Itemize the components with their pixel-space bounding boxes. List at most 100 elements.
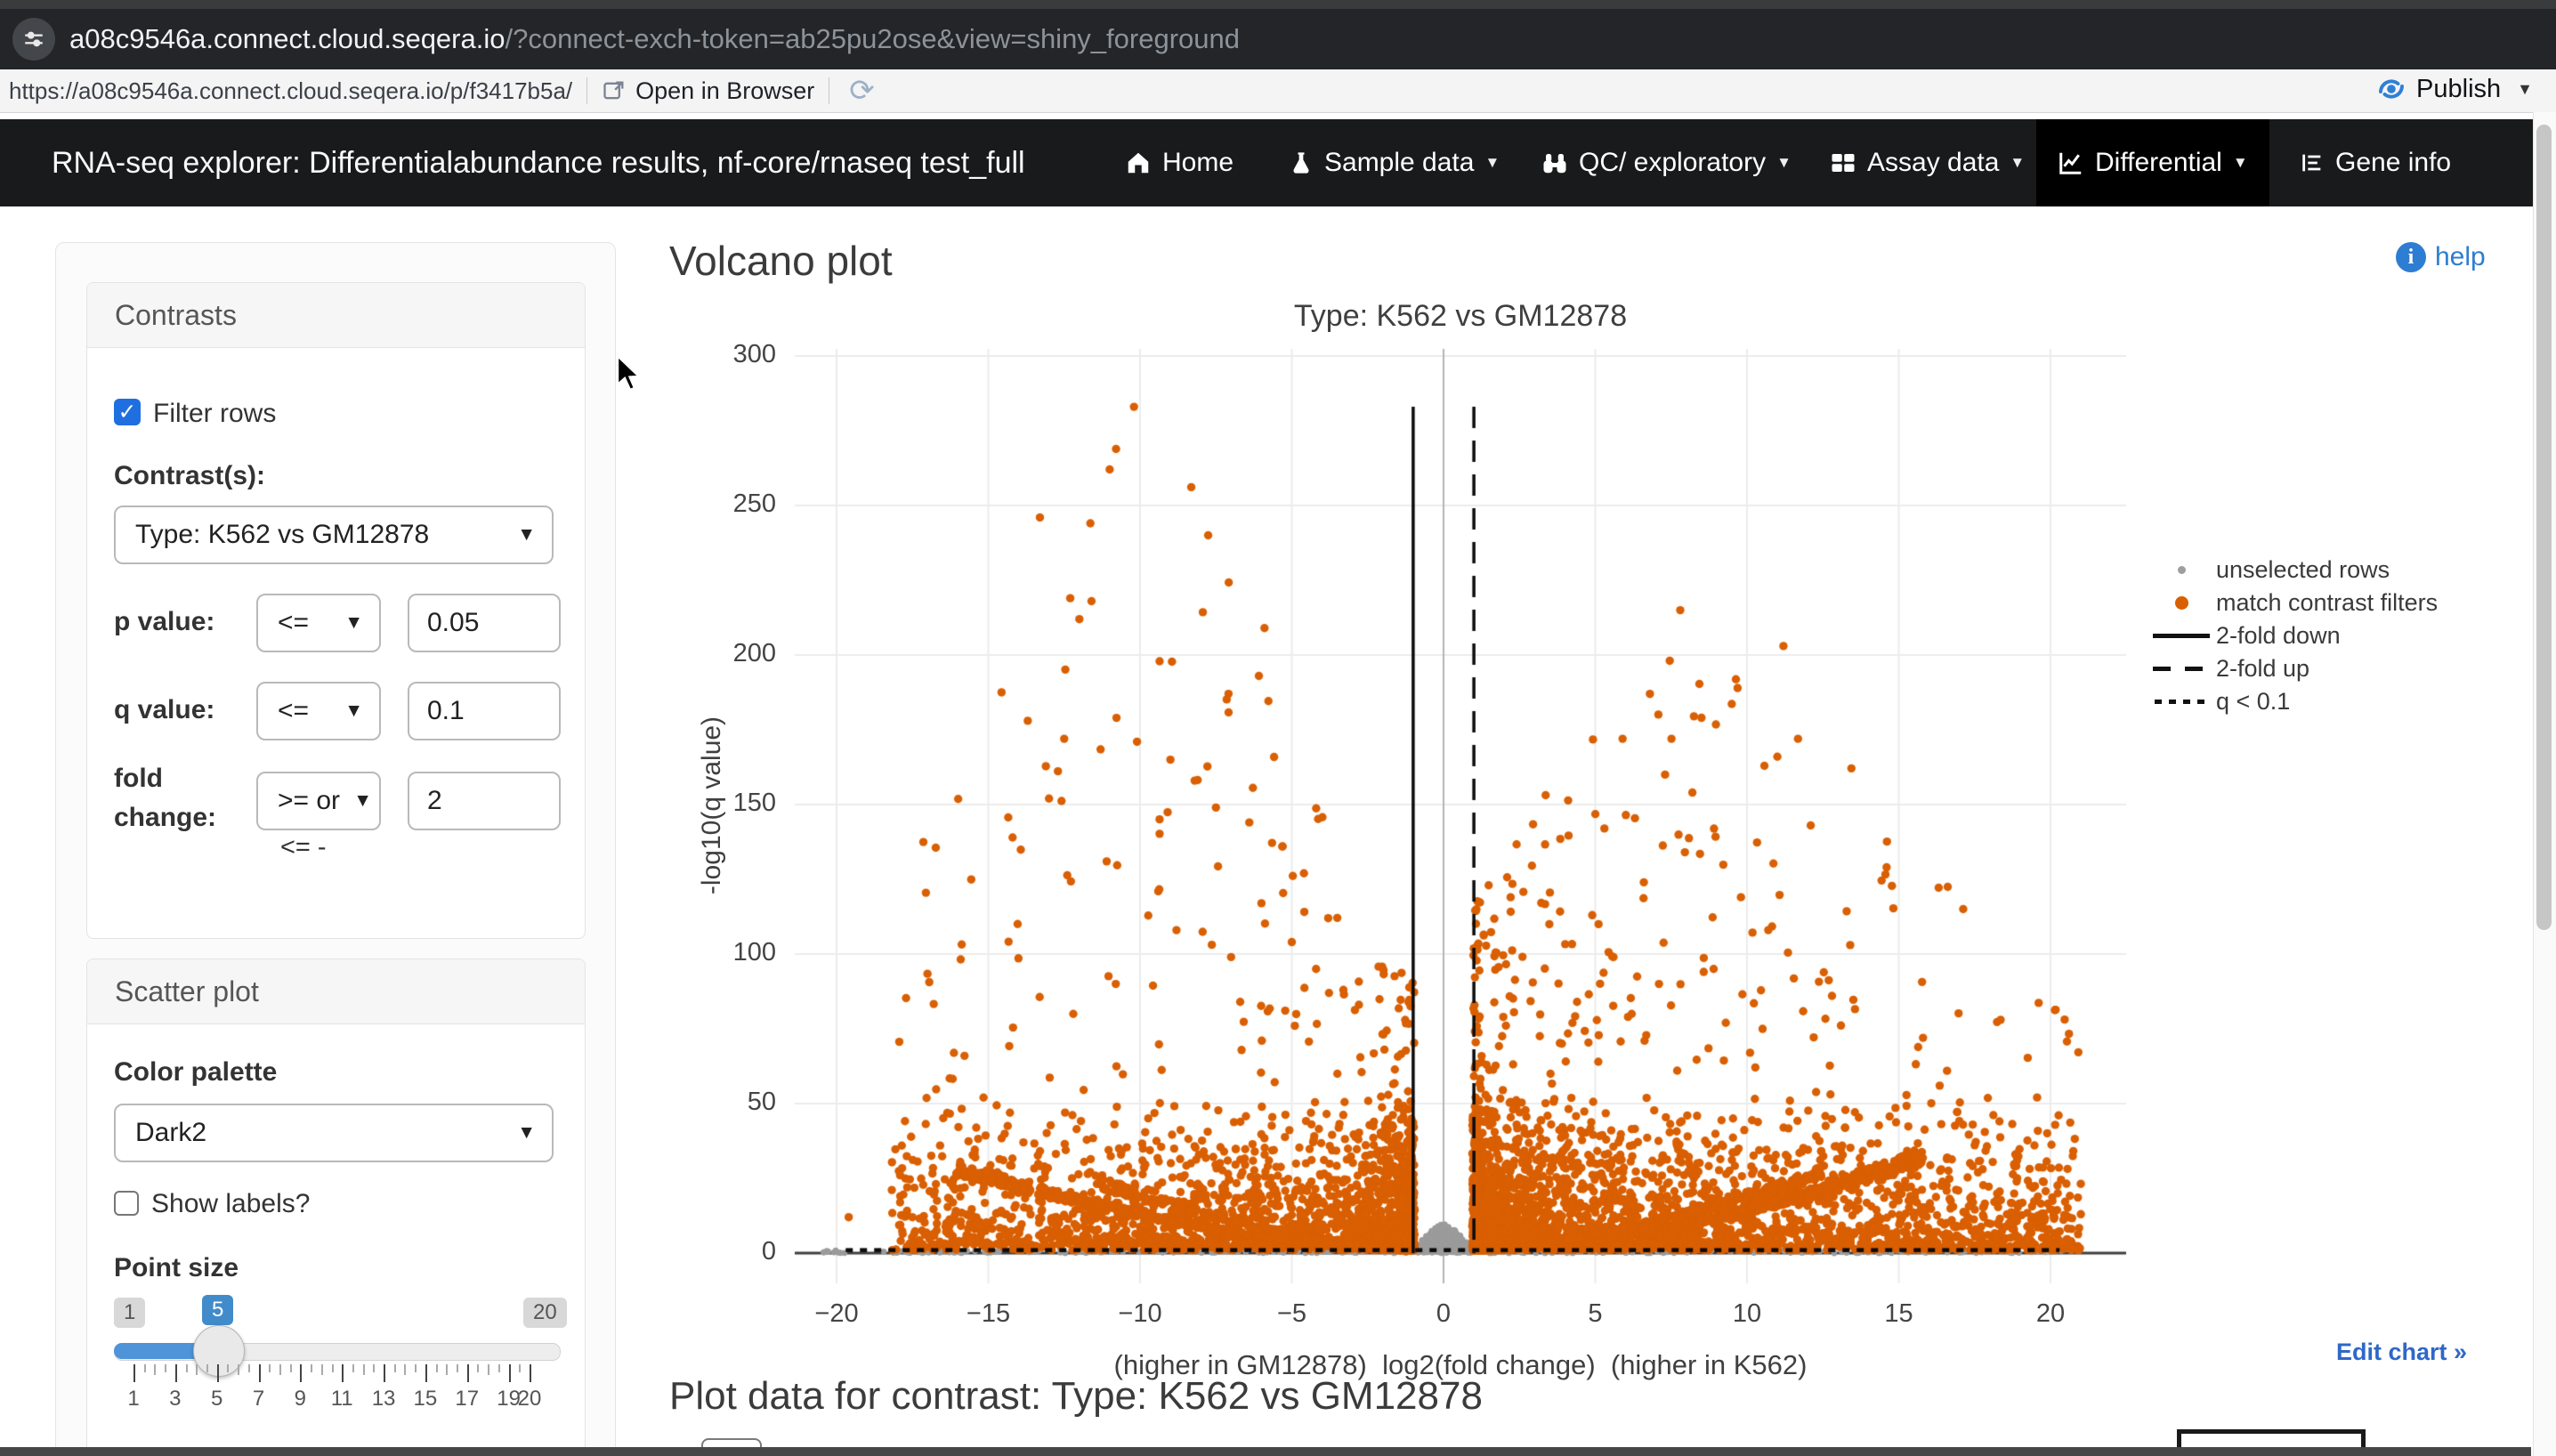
bottom-edge-strip	[0, 1447, 2531, 1456]
legend-label: q < 0.1	[2216, 688, 2291, 715]
y-tick-label: 100	[732, 938, 776, 967]
caret-down-icon: ▼	[1484, 154, 1500, 171]
show-labels-checkbox[interactable]	[114, 1191, 139, 1216]
refresh-icon[interactable]: ⟳	[849, 74, 875, 108]
address-url: https://a08c9546a.connect.cloud.seqera.i…	[9, 77, 573, 104]
slider-tick-label: 15	[413, 1387, 438, 1411]
slider-tick-label: 17	[455, 1387, 480, 1411]
color-palette-select[interactable]: Dark2 ▼	[114, 1104, 554, 1162]
x-axis-title: (higher in GM12878) log2(fold change) (h…	[1113, 1349, 1808, 1380]
slider-tick	[143, 1364, 146, 1372]
caret-down-icon: ▼	[2010, 154, 2026, 171]
nav-item-differential[interactable]: Differential ▼	[2036, 119, 2269, 206]
nav-item-sample-data[interactable]: Sample data ▼	[1267, 119, 1521, 206]
q-value-input[interactable]: 0.1	[408, 682, 561, 740]
legend-label: 2-fold down	[2216, 622, 2341, 649]
slider-tick	[373, 1364, 376, 1372]
q-value-operator-select[interactable]: <= ▼	[256, 682, 381, 740]
color-palette-label: Color palette	[114, 1057, 278, 1087]
edit-chart-link[interactable]: Edit chart »	[2335, 1339, 2467, 1365]
slider-tick	[435, 1364, 438, 1372]
fold-change-operator-select[interactable]: >= or ▼	[256, 772, 381, 830]
publish-caret-icon[interactable]: ▼	[2517, 79, 2533, 98]
plot-title: Type: K562 vs GM12878	[1293, 299, 1628, 333]
slider-tick	[289, 1364, 292, 1372]
divider	[586, 77, 588, 104]
nav-label: Home	[1162, 148, 1234, 177]
publish-button[interactable]: Publish ▼	[2375, 73, 2533, 105]
nav-item-qc-exploratory[interactable]: QC/ exploratory ▼	[1520, 119, 1813, 206]
nav-label: QC/ exploratory	[1579, 148, 1767, 177]
x-tick-label: 15	[1884, 1299, 1913, 1328]
slider-tick	[238, 1364, 240, 1375]
legend-symbol	[2147, 667, 2216, 671]
home-icon	[1128, 152, 1149, 174]
legend-item-2fold-down: 2-fold down	[2147, 619, 2552, 652]
posit-connect-icon	[2379, 79, 2404, 99]
show-labels-label: Show labels?	[151, 1189, 311, 1218]
slider-tick-label: 19	[497, 1387, 521, 1411]
legend-symbol	[2147, 700, 2216, 704]
connect-toolbar: https://a08c9546a.connect.cloud.seqera.i…	[0, 69, 2556, 113]
nav-item-gene-info[interactable]: Gene info	[2278, 119, 2472, 206]
filter-rows-label: Filter rows	[153, 399, 277, 428]
q-value-label: q value:	[114, 695, 215, 724]
x-tick-label: 5	[1588, 1299, 1603, 1328]
nav-item-home[interactable]: Home	[1104, 119, 1255, 206]
scrollbar-thumb[interactable]	[2536, 125, 2552, 930]
volcano-plot-heading: Volcano plot	[669, 238, 893, 284]
browser-url-bar[interactable]: a08c9546a.connect.cloud.seqera.io/?conne…	[0, 9, 2556, 69]
contrast-select[interactable]: Type: K562 vs GM12878 ▼	[114, 506, 554, 564]
y-tick-label: 300	[732, 340, 776, 368]
site-settings-icon[interactable]	[12, 18, 55, 61]
caret-down-icon: ▼	[353, 790, 372, 811]
palette-value: Dark2	[135, 1118, 207, 1147]
flask-icon	[1293, 152, 1309, 174]
nav-label: Differential	[2095, 148, 2222, 177]
caret-down-icon: ▼	[1776, 154, 1792, 171]
x-tick-label: 20	[2035, 1299, 2066, 1328]
help-label: help	[2435, 242, 2486, 271]
fold-change-label-line2: change:	[114, 803, 217, 832]
slider-tick	[311, 1364, 313, 1372]
p-value-input[interactable]: 0.05	[408, 594, 561, 652]
p-value-operator-select[interactable]: <= ▼	[256, 594, 381, 652]
open-in-browser-button[interactable]: Open in Browser	[602, 77, 814, 105]
slider-tick	[133, 1364, 135, 1382]
point-size-label: Point size	[114, 1253, 239, 1282]
slider-value-badge: 5	[202, 1295, 234, 1325]
filter-rows-checkbox[interactable]: ✓	[114, 399, 141, 425]
legend-item-q-threshold: q < 0.1	[2147, 685, 2552, 718]
nav-label: Gene info	[2335, 148, 2452, 177]
legend-label: unselected rows	[2216, 556, 2390, 583]
fold-change-input[interactable]: 2	[408, 772, 561, 830]
y-tick-label: 200	[732, 639, 776, 667]
slider-max-badge: 20	[523, 1298, 567, 1328]
contrast-select-value: Type: K562 vs GM12878	[135, 520, 430, 549]
y-axis-title: -log10(q value)	[697, 716, 726, 895]
contrast-label: Contrast(s):	[114, 461, 265, 490]
help-link[interactable]: i help	[2396, 242, 2486, 272]
volcano-plot-canvas[interactable]	[783, 338, 2149, 1308]
x-tick-label: 10	[1732, 1299, 1762, 1328]
point-size-slider-handle[interactable]	[193, 1325, 245, 1377]
slider-tick	[477, 1364, 480, 1372]
slider-tick	[404, 1364, 407, 1375]
q-value: 0.1	[427, 696, 465, 725]
nav-item-assay-data[interactable]: Assay data ▼	[1808, 119, 2046, 206]
slider-tick	[206, 1364, 208, 1372]
slider-tick	[415, 1364, 417, 1372]
slider-tick-label: 20	[517, 1387, 542, 1411]
slider-tick	[216, 1364, 219, 1382]
url-text[interactable]: a08c9546a.connect.cloud.seqera.io/?conne…	[69, 23, 1240, 55]
slider-tick	[227, 1364, 230, 1372]
slider-tick	[320, 1364, 323, 1375]
fold-change-label-line1: fold	[114, 764, 163, 793]
x-tick-label: −10	[1118, 1299, 1162, 1328]
table-icon	[1832, 154, 1855, 172]
p-value: 0.05	[427, 608, 480, 637]
y-tick-label: 0	[761, 1237, 776, 1266]
slider-tick	[384, 1364, 386, 1382]
caret-down-icon: ▼	[517, 524, 536, 545]
slider-tick-label: 7	[252, 1387, 265, 1411]
